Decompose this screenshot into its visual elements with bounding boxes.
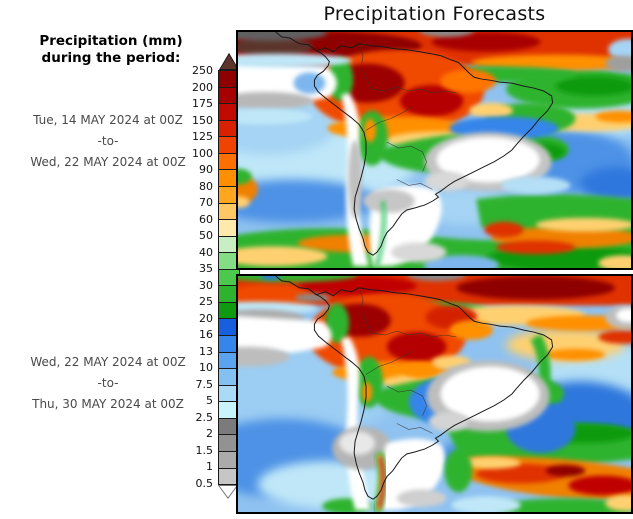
colorbar-segment [219, 253, 239, 270]
colorbar-tick-label: 2.5 [195, 410, 214, 424]
colorbar-segment [219, 402, 239, 419]
colorbar-tick-label: 1.5 [195, 443, 214, 457]
period-2-to: Thu, 30 MAY 2024 at 00Z [32, 397, 184, 411]
period-1-separator: -to- [97, 134, 119, 148]
colorbar-tick-label: 13 [199, 344, 213, 358]
period-2-separator: -to- [97, 376, 119, 390]
legend-heading-line2: during the period: [41, 50, 181, 66]
colorbar-tick-label: 90 [199, 163, 213, 177]
colorbar-tick-label: 125 [192, 130, 213, 144]
colorbar-tick-label: 35 [199, 262, 213, 276]
colorbar-tick-label: 50 [199, 229, 213, 243]
colorbar-segment [219, 153, 239, 171]
colorbar-tick-label: 200 [192, 80, 213, 94]
period-2-label: Wed, 22 MAY 2024 at 00Z -to- Thu, 30 MAY… [0, 355, 216, 418]
colorbar-tick-label: 2 [206, 427, 213, 441]
colorbar-tick-label: 0.5 [195, 477, 214, 490]
colorbar-segment [219, 71, 239, 88]
colorbar-tick-label: 20 [199, 311, 213, 325]
period-1-from: Tue, 14 MAY 2024 at 00Z [33, 113, 183, 127]
colorbar-segment [219, 451, 239, 469]
colorbar-arrow-down [218, 485, 238, 499]
page-title: Precipitation Forecasts [323, 3, 546, 25]
colorbar-segment [219, 186, 239, 204]
colorbar-tick-label: 10 [199, 361, 213, 375]
colorbar-segment [219, 435, 239, 452]
colorbar-tick-label: 7.5 [195, 377, 214, 391]
colorbar-segments [218, 70, 240, 485]
colorbar-tick-label: 175 [192, 97, 213, 111]
colorbar-tick-label: 16 [199, 328, 213, 342]
colorbar-segment [219, 220, 239, 237]
colorbar-segment [219, 418, 239, 436]
colorbar-segment [219, 319, 239, 336]
colorbar-arrow-up [219, 53, 239, 70]
colorbar-tick-label: 25 [199, 295, 213, 309]
colorbar-segment [219, 236, 239, 254]
colorbar: 250 200 175 150 125 100 90 80 70 60 50 40 35 30 25 20 16… [192, 53, 240, 499]
colorbar-segment [219, 269, 239, 287]
colorbar-segment [219, 286, 239, 303]
colorbar-tick-label: 30 [199, 278, 213, 292]
map-period-1-image [238, 32, 631, 268]
legend-heading-line1: Precipitation (mm) [39, 33, 183, 49]
colorbar-tick-label: 250 [192, 64, 213, 77]
colorbar-tick-label: 100 [192, 146, 213, 160]
colorbar-segment [219, 385, 239, 403]
colorbar-segment [219, 369, 239, 386]
colorbar-tick-label: 60 [199, 212, 213, 226]
colorbar-segment [219, 137, 239, 154]
colorbar-segment [219, 336, 239, 353]
colorbar-tick-label: 80 [199, 179, 213, 193]
colorbar-tick-label: 70 [199, 196, 213, 210]
colorbar-segment [219, 87, 239, 105]
period-1-label: Tue, 14 MAY 2024 at 00Z -to- Wed, 22 MAY… [0, 113, 216, 176]
colorbar-tick-label: 150 [192, 113, 213, 127]
map-period-2-image [238, 276, 631, 512]
colorbar-segment [219, 468, 239, 485]
map-period-2 [236, 274, 633, 514]
colorbar-tick-label: 1 [206, 460, 213, 474]
legend-heading: Precipitation (mm) during the period: [5, 33, 217, 67]
period-1-to: Wed, 22 MAY 2024 at 00Z [30, 155, 186, 169]
colorbar-tick-label: 40 [199, 245, 213, 259]
colorbar-segment [219, 203, 239, 221]
period-2-from: Wed, 22 MAY 2024 at 00Z [30, 355, 186, 369]
colorbar-segment [219, 302, 239, 320]
colorbar-tick-label: 5 [206, 394, 213, 408]
colorbar-segment [219, 170, 239, 187]
colorbar-segment [219, 352, 239, 370]
map-period-1 [236, 30, 633, 270]
colorbar-segment [219, 120, 239, 138]
colorbar-segment [219, 104, 239, 121]
